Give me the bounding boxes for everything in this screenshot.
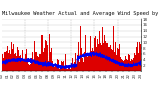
Text: Milwaukee Weather Actual and Average Wind Speed by Minute mph (Last 24 Hours): Milwaukee Weather Actual and Average Win… — [2, 11, 160, 16]
